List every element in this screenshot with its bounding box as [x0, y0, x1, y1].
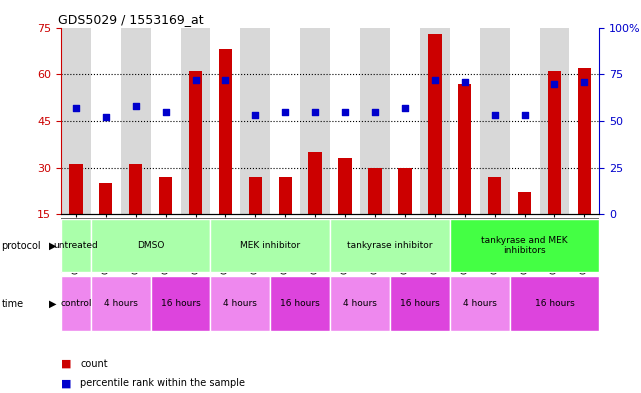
Text: time: time [1, 299, 24, 309]
Bar [91, 28, 121, 214]
Bar [488, 177, 501, 214]
Bar [420, 28, 450, 214]
Text: protocol: protocol [1, 241, 41, 251]
Bar [240, 28, 271, 214]
Bar [99, 183, 113, 214]
Text: ▶: ▶ [49, 299, 57, 309]
FancyBboxPatch shape [330, 219, 450, 272]
Bar [547, 71, 562, 214]
Text: percentile rank within the sample: percentile rank within the sample [80, 378, 245, 388]
FancyBboxPatch shape [450, 219, 599, 272]
Bar [278, 177, 292, 214]
Text: control: control [60, 299, 92, 308]
Point [549, 80, 560, 86]
Text: 4 hours: 4 hours [343, 299, 377, 308]
Text: 16 hours: 16 hours [280, 299, 320, 308]
Text: DMSO: DMSO [137, 241, 164, 250]
Text: tankyrase and MEK
inhibitors: tankyrase and MEK inhibitors [481, 236, 568, 255]
Text: 16 hours: 16 hours [161, 299, 201, 308]
Text: ▶: ▶ [49, 241, 57, 251]
Bar [121, 28, 151, 214]
FancyBboxPatch shape [390, 276, 450, 331]
FancyBboxPatch shape [450, 276, 510, 331]
Bar [249, 177, 262, 214]
Bar [390, 28, 420, 214]
Point [250, 112, 260, 118]
Bar [181, 28, 210, 214]
Point [400, 105, 410, 111]
Bar [151, 28, 181, 214]
Bar [271, 28, 300, 214]
Text: GDS5029 / 1553169_at: GDS5029 / 1553169_at [58, 13, 204, 26]
Bar [578, 68, 591, 214]
Bar [159, 177, 172, 214]
Bar [308, 152, 322, 214]
Text: 4 hours: 4 hours [224, 299, 257, 308]
Point [460, 79, 470, 85]
Bar [129, 164, 142, 214]
Bar [540, 28, 569, 214]
FancyBboxPatch shape [210, 276, 271, 331]
Point [101, 114, 111, 120]
Point [490, 112, 500, 118]
Point [190, 77, 201, 83]
Text: 16 hours: 16 hours [535, 299, 574, 308]
FancyBboxPatch shape [210, 219, 330, 272]
Bar [369, 167, 382, 214]
FancyBboxPatch shape [61, 219, 91, 272]
Bar [330, 28, 360, 214]
Point [370, 108, 380, 115]
Text: 4 hours: 4 hours [463, 299, 497, 308]
Bar [398, 167, 412, 214]
Point [71, 105, 81, 111]
Point [429, 77, 440, 83]
Bar [428, 34, 442, 214]
Point [280, 108, 290, 115]
Bar [210, 28, 240, 214]
Bar [338, 158, 352, 214]
Bar [300, 28, 330, 214]
Text: 4 hours: 4 hours [104, 299, 138, 308]
FancyBboxPatch shape [91, 219, 210, 272]
FancyBboxPatch shape [330, 276, 390, 331]
Text: ■: ■ [61, 358, 71, 369]
Text: ■: ■ [61, 378, 71, 388]
Text: tankyrase inhibitor: tankyrase inhibitor [347, 241, 433, 250]
Text: 16 hours: 16 hours [400, 299, 440, 308]
FancyBboxPatch shape [61, 276, 91, 331]
Bar [510, 28, 540, 214]
Text: count: count [80, 358, 108, 369]
Text: untreated: untreated [53, 241, 98, 250]
FancyBboxPatch shape [91, 276, 151, 331]
Bar [219, 49, 232, 214]
Bar [360, 28, 390, 214]
Point [131, 103, 141, 109]
FancyBboxPatch shape [510, 276, 599, 331]
Point [221, 77, 231, 83]
FancyBboxPatch shape [271, 276, 330, 331]
Bar [518, 193, 531, 214]
Point [340, 108, 350, 115]
Point [519, 112, 529, 118]
Point [160, 108, 171, 115]
Bar [450, 28, 479, 214]
Text: MEK inhibitor: MEK inhibitor [240, 241, 301, 250]
Bar [479, 28, 510, 214]
Bar [69, 164, 83, 214]
Bar [188, 71, 202, 214]
Bar [61, 28, 91, 214]
Bar [458, 83, 471, 214]
Point [579, 79, 590, 85]
Point [310, 108, 320, 115]
FancyBboxPatch shape [151, 276, 210, 331]
Bar [569, 28, 599, 214]
